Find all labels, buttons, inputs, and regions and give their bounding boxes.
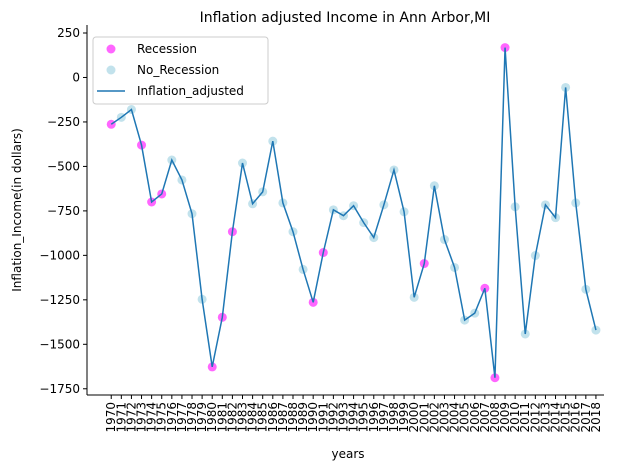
- x-tick-label: 1972: [124, 402, 138, 433]
- x-tick-label: 1976: [165, 402, 179, 433]
- x-tick-label: 1994: [347, 402, 361, 433]
- y-tick-label: −1750: [39, 382, 80, 396]
- legend-marker: [106, 44, 116, 54]
- x-tick-label: 1996: [367, 402, 381, 433]
- legend-marker: [106, 65, 116, 75]
- x-tick-label: 2014: [549, 402, 563, 433]
- x-tick-label: 2003: [437, 402, 451, 433]
- x-tick-label: 1975: [155, 402, 169, 433]
- x-tick-label: 1995: [357, 402, 371, 433]
- x-tick-label: 1970: [104, 402, 118, 433]
- x-tick-label: 2009: [498, 402, 512, 433]
- x-tick-label: 1997: [377, 402, 391, 433]
- y-tick-label: −1000: [39, 248, 80, 262]
- x-axis-label: years: [331, 447, 364, 461]
- x-tick-label: 1989: [296, 402, 310, 433]
- x-tick-label: 2015: [559, 402, 573, 433]
- y-tick-label: −1250: [39, 293, 80, 307]
- x-tick-label: 1988: [286, 402, 300, 433]
- x-tick-label: 2013: [538, 402, 552, 433]
- x-tick-label: 1977: [175, 402, 189, 433]
- x-tick-label: 2018: [589, 402, 603, 433]
- x-tick-label: 2002: [427, 402, 441, 433]
- x-tick-label: 2010: [508, 402, 522, 433]
- x-tick-label: 1980: [205, 402, 219, 433]
- x-tick-label: 1974: [145, 402, 159, 433]
- y-tick-label: −1500: [39, 337, 80, 351]
- x-tick-label: 1978: [185, 402, 199, 433]
- chart-title: Inflation adjusted Income in Ann Arbor,M…: [200, 10, 491, 26]
- x-tick-label: 2001: [417, 402, 431, 433]
- legend-label: No_Recession: [137, 63, 219, 77]
- x-tick-label: 1985: [256, 402, 270, 433]
- x-tick-label: 1986: [266, 402, 280, 433]
- legend-label: Inflation_adjusted: [137, 84, 244, 98]
- x-tick-label: 1999: [397, 402, 411, 433]
- x-tick-label: 1991: [316, 402, 330, 433]
- x-tick-label: 1983: [236, 402, 250, 433]
- x-tick-label: 2008: [488, 402, 502, 433]
- x-tick-label: 2000: [407, 402, 421, 433]
- data-line: [110, 47, 597, 378]
- x-tick-label: 2004: [448, 402, 462, 433]
- x-tick-label: 1982: [225, 402, 239, 433]
- y-axis-label: Inflation_Income(in dollars): [10, 128, 24, 291]
- x-tick-label: 2011: [518, 402, 532, 433]
- legend-box: [92, 36, 269, 105]
- x-tick-label: 2016: [569, 402, 583, 433]
- y-tick-label: −750: [47, 204, 80, 218]
- y-tick-label: −500: [47, 159, 80, 173]
- x-tick-label: 2005: [458, 402, 472, 433]
- x-tick-label: 1998: [387, 402, 401, 433]
- legend-label: Recession: [137, 42, 197, 56]
- x-tick-label: 1993: [336, 402, 350, 433]
- x-tick-label: 1990: [306, 402, 320, 433]
- x-tick-label: 1971: [114, 402, 128, 433]
- x-tick-label: 1992: [326, 402, 340, 433]
- x-tick-label: 1973: [135, 402, 149, 433]
- y-tick-label: 0: [72, 70, 80, 84]
- x-tick-label: 2012: [528, 402, 542, 433]
- x-tick-label: 1987: [276, 402, 290, 433]
- x-tick-label: 1979: [195, 402, 209, 433]
- x-tick-label: 2006: [468, 402, 482, 433]
- x-tick-label: 2007: [478, 402, 492, 433]
- y-tick-label: 250: [57, 26, 80, 40]
- y-tick-label: −250: [47, 115, 80, 129]
- x-tick-label: 1981: [215, 402, 229, 433]
- x-tick-label: 1984: [246, 402, 260, 433]
- x-tick-label: 2017: [579, 402, 593, 433]
